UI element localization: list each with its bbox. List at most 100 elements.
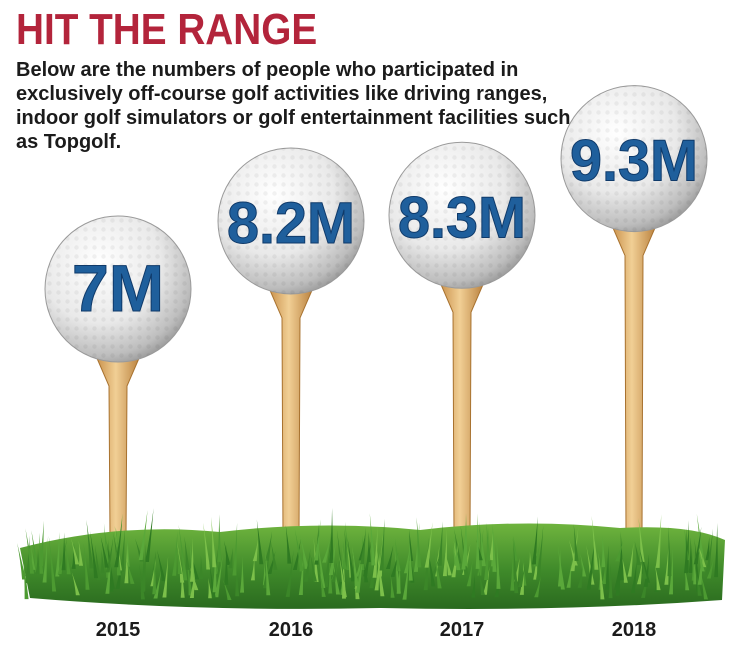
grass-blade: [688, 537, 693, 573]
grass-blade: [184, 536, 190, 570]
grass-blade: [156, 549, 166, 582]
grass-blade: [430, 554, 440, 578]
grass-blade: [177, 546, 182, 575]
grass-blade: [577, 564, 583, 588]
grass-blade: [360, 527, 366, 565]
grass-blade: [124, 543, 129, 584]
grass-blade: [534, 576, 541, 598]
ball-dimples: [389, 142, 535, 289]
grass-blade: [250, 557, 255, 581]
tee-2017: [439, 281, 485, 539]
grass-blade: [180, 564, 185, 598]
grass-blade: [444, 552, 452, 576]
grass-blade: [573, 524, 579, 561]
year-label: 2016: [269, 619, 314, 641]
grass-blade: [172, 531, 178, 576]
grass-blade: [423, 537, 429, 591]
chart-subtitle: Below are the numbers of people who part…: [16, 59, 571, 153]
grass-blade: [492, 523, 497, 572]
grass-blade: [402, 556, 410, 600]
grass-blade: [48, 535, 57, 592]
grass-blade: [638, 517, 645, 562]
grass-strip: [17, 507, 725, 609]
grass-blade: [601, 534, 606, 568]
grass-blade: [189, 569, 195, 598]
grass-blade: [433, 546, 440, 577]
grass-blade: [693, 526, 702, 565]
grass-blade: [591, 515, 599, 570]
grass-blade: [39, 532, 44, 574]
year-label: 2017: [440, 619, 485, 641]
grass-blade: [366, 532, 371, 563]
balls-group: 7M 8.2M 8.3M 9.3M: [44, 85, 708, 363]
grass-blade: [580, 553, 587, 577]
year-label: 2018: [612, 619, 657, 641]
grass-blade: [198, 555, 203, 579]
grass-blade: [714, 522, 719, 578]
grass-blade: [78, 540, 84, 566]
tee-2015: [95, 355, 141, 539]
grass-blade: [619, 531, 624, 581]
grass-blade: [264, 531, 273, 561]
grass-blade: [531, 516, 538, 565]
grass-blade: [396, 564, 401, 594]
grass-blade: [232, 522, 238, 576]
grass-blade: [300, 534, 309, 569]
grass-blade: [477, 567, 485, 595]
grass-blade: [482, 566, 490, 595]
grass-blade: [298, 548, 304, 595]
grass-blade: [586, 545, 595, 585]
grass-blade: [100, 549, 105, 574]
grass-blade: [634, 541, 641, 566]
grass-blade: [191, 556, 200, 580]
grass-blade: [144, 508, 154, 563]
ball-dimples: [45, 216, 191, 362]
grass-blade: [668, 547, 673, 595]
grass-blade: [486, 522, 491, 561]
grass-blade: [639, 545, 647, 579]
grass-blade: [331, 561, 338, 582]
grass-blade: [267, 551, 276, 575]
grass-blade: [601, 563, 606, 585]
grass-blade: [314, 519, 321, 561]
grass-blade: [394, 538, 401, 572]
grass-blade: [424, 522, 433, 568]
grass-blade: [533, 551, 538, 580]
grass-blade: [527, 551, 532, 573]
year-label: 2015: [96, 619, 141, 641]
grass-blade: [557, 548, 562, 587]
grass-blade: [153, 570, 162, 599]
grass-blade: [390, 574, 395, 598]
value-label: 9.3M: [570, 129, 698, 194]
grass-blade: [416, 517, 422, 568]
grass-blade: [252, 538, 259, 562]
grass-blade: [105, 536, 114, 573]
grass-blade: [337, 557, 346, 590]
grass-blade: [294, 529, 304, 571]
grass-blade: [317, 540, 326, 589]
grass-blade: [363, 539, 372, 577]
value-label: 8.3M: [398, 185, 526, 250]
grass-blade: [586, 536, 596, 590]
grass-blade: [494, 570, 501, 598]
grass-blade: [65, 545, 71, 575]
grass-blade: [141, 543, 147, 591]
grass-blade: [489, 532, 494, 561]
grass-blade: [332, 558, 341, 595]
tee-2016: [268, 287, 314, 539]
grass-blade: [89, 530, 99, 579]
ball-2016: 8.2M: [217, 147, 365, 295]
grass-blade: [655, 514, 662, 568]
grass-blade: [342, 541, 347, 570]
tee-2018: [611, 224, 657, 539]
grass-blade: [61, 532, 66, 571]
grass-blade: [189, 537, 194, 582]
grass-blade: [437, 521, 443, 566]
chart-title: HIT THE RANGE: [16, 5, 318, 54]
grass-blade: [513, 557, 520, 582]
grass-blade: [55, 531, 60, 577]
grass-blade: [643, 559, 651, 583]
grass-blade: [322, 539, 330, 563]
grass-blade: [86, 519, 94, 569]
